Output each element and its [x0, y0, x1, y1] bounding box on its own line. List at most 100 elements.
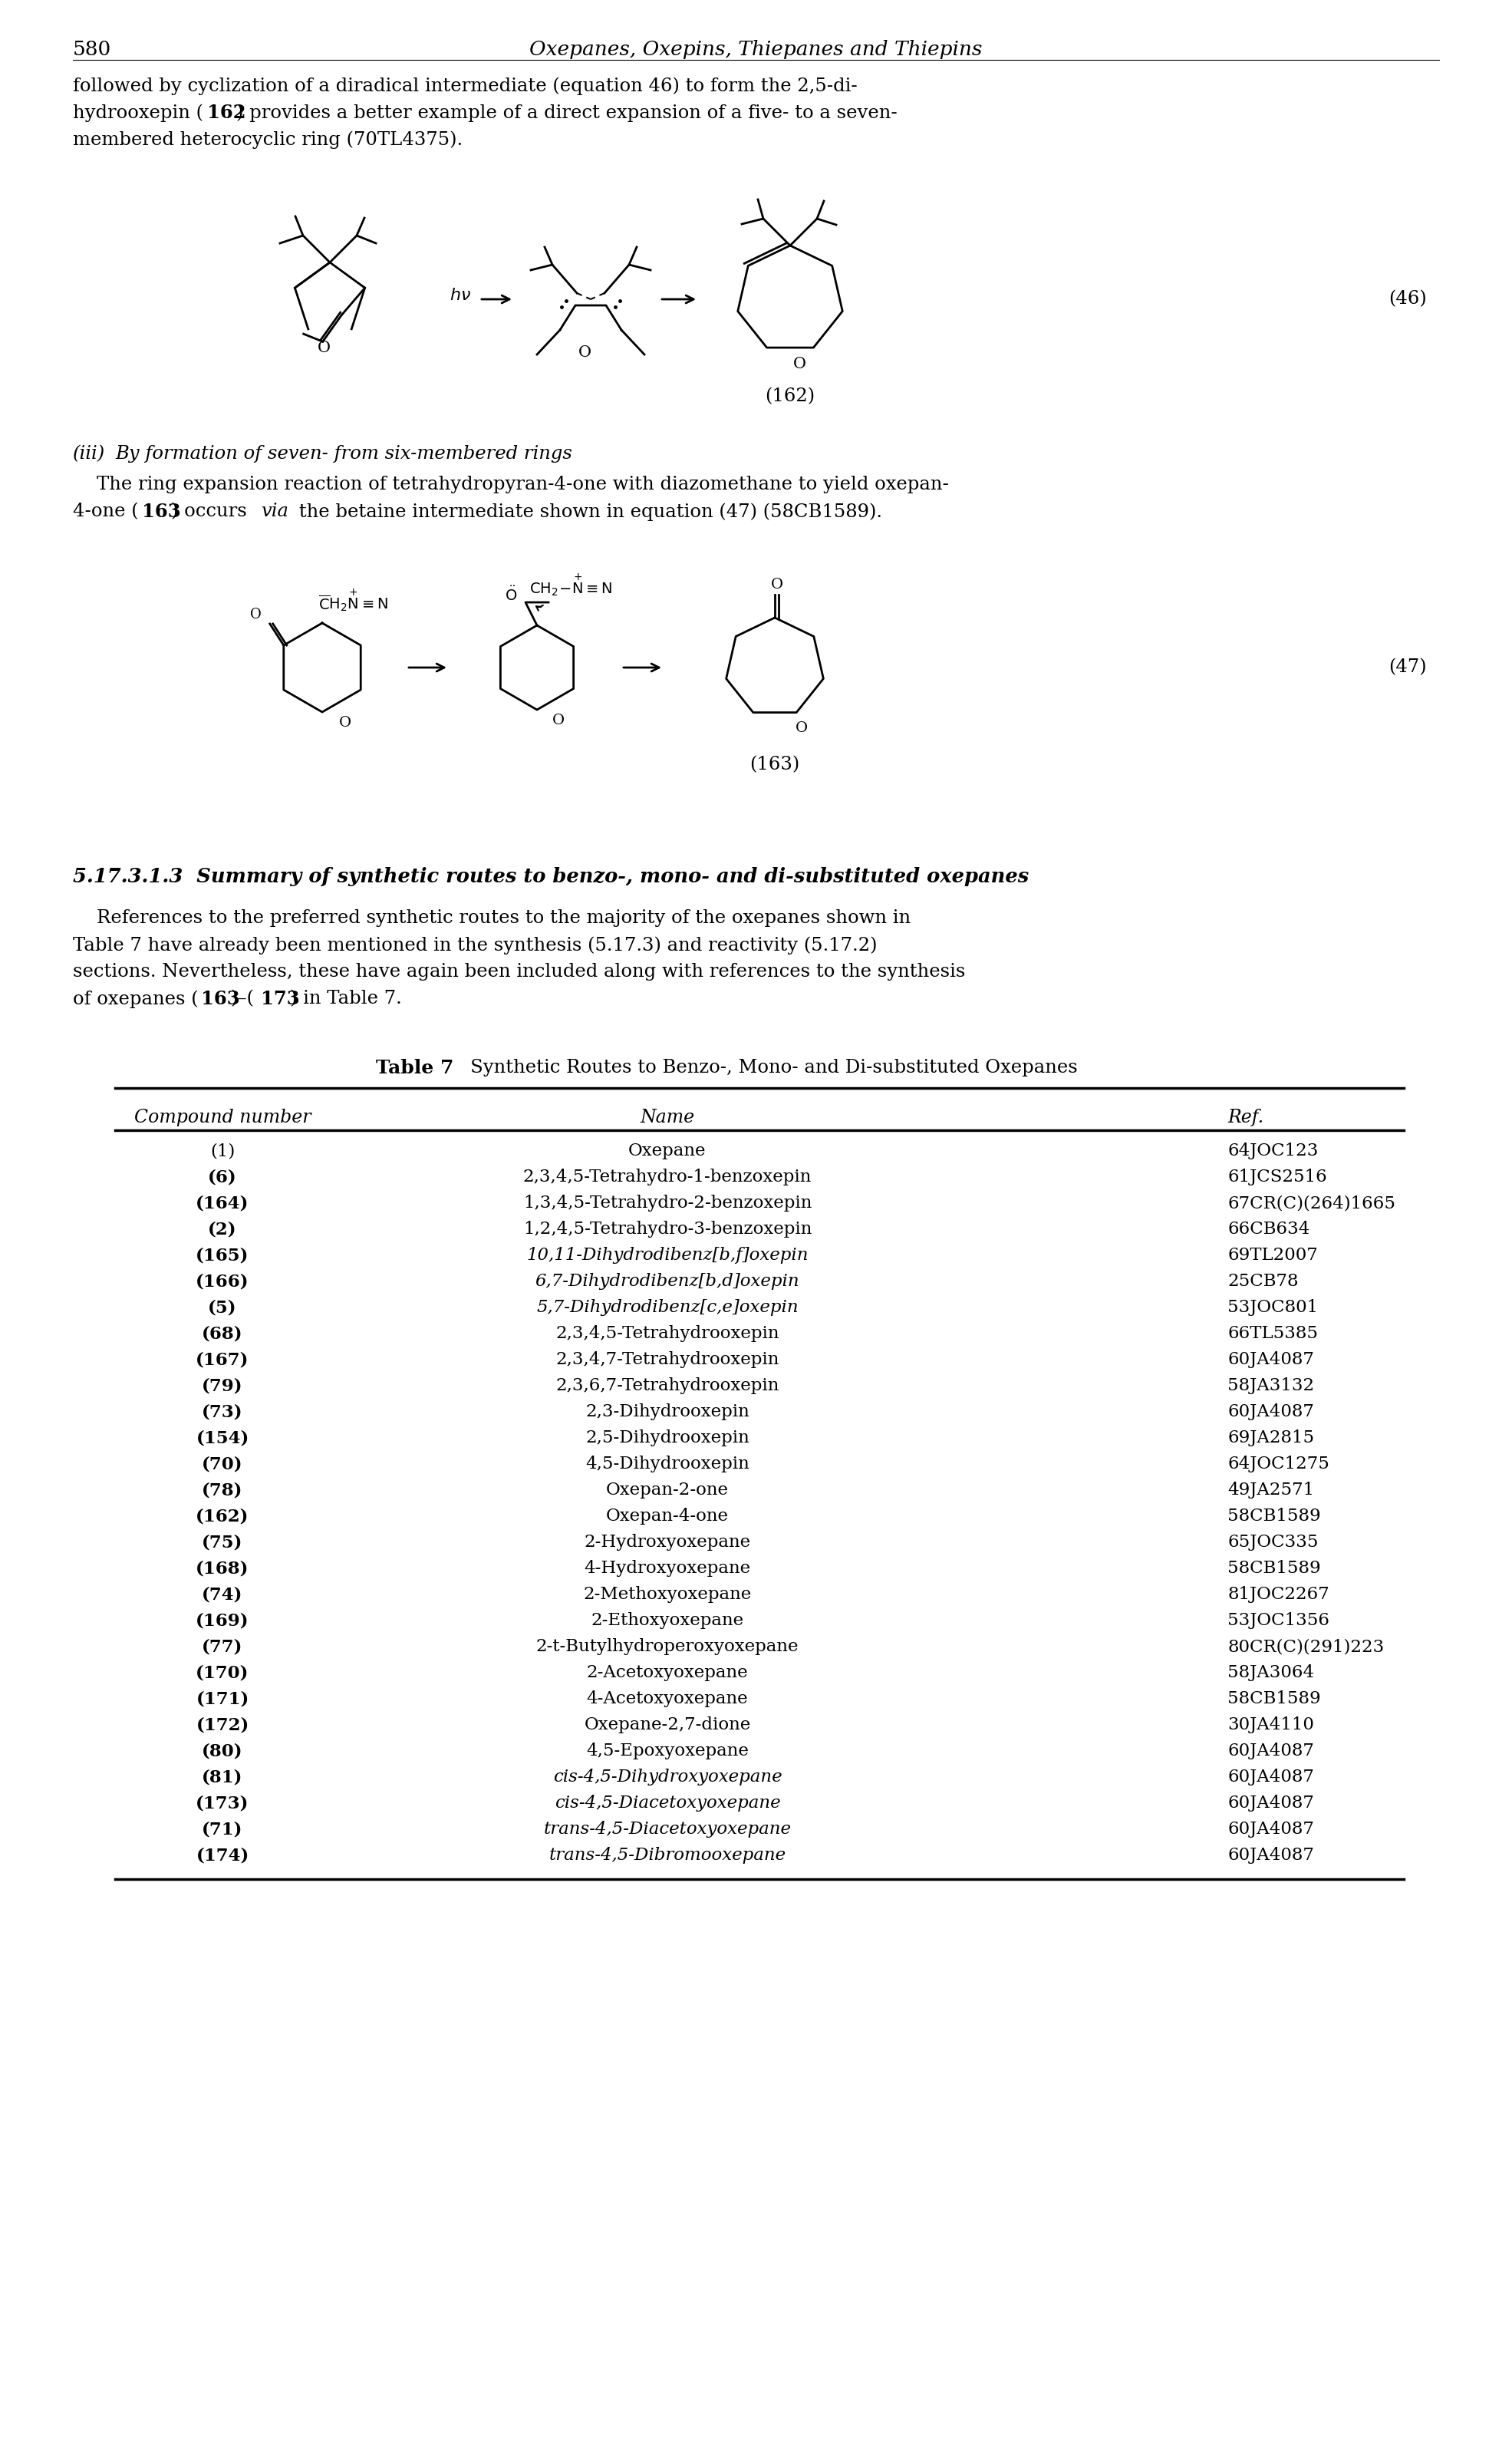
Text: 60JA4087: 60JA4087: [1228, 1352, 1314, 1369]
Text: Oxepan-2-one: Oxepan-2-one: [606, 1481, 729, 1498]
Text: 580: 580: [73, 39, 112, 59]
Text: 10,11-Dihydrodibenz[b,f]oxepin: 10,11-Dihydrodibenz[b,f]oxepin: [526, 1247, 809, 1264]
Text: 81JOC2267: 81JOC2267: [1228, 1586, 1329, 1603]
Text: 163: 163: [142, 503, 181, 522]
Text: (2): (2): [209, 1220, 237, 1237]
Text: 2,3,4,5-Tetrahydrooxepin: 2,3,4,5-Tetrahydrooxepin: [555, 1325, 779, 1342]
Text: O: O: [578, 346, 591, 359]
Text: 4-Hydroxyoxepane: 4-Hydroxyoxepane: [584, 1559, 750, 1576]
Text: 2,3,4,7-Tetrahydrooxepin: 2,3,4,7-Tetrahydrooxepin: [555, 1352, 779, 1369]
Text: 2,3-Dihydrooxepin: 2,3-Dihydrooxepin: [585, 1403, 750, 1420]
Text: (165): (165): [197, 1247, 249, 1264]
Text: O: O: [251, 608, 262, 622]
Text: trans-4,5-Dibromooxepane: trans-4,5-Dibromooxepane: [549, 1847, 786, 1864]
Text: 162: 162: [207, 102, 246, 122]
Text: (47): (47): [1390, 659, 1427, 676]
Text: 60JA4087: 60JA4087: [1228, 1796, 1314, 1810]
Text: 60JA4087: 60JA4087: [1228, 1742, 1314, 1759]
Text: Synthetic Routes to Benzo-, Mono- and Di-substituted Oxepanes: Synthetic Routes to Benzo-, Mono- and Di…: [452, 1059, 1078, 1076]
Text: O: O: [771, 578, 783, 590]
Text: O: O: [339, 715, 351, 730]
Text: 173: 173: [262, 991, 299, 1008]
Text: (80): (80): [203, 1742, 243, 1759]
Text: 53JOC1356: 53JOC1356: [1228, 1613, 1329, 1630]
Text: (162): (162): [197, 1508, 249, 1525]
Text: 60JA4087: 60JA4087: [1228, 1403, 1314, 1420]
Text: 5,7-Dihydrodibenz[c,e]oxepin: 5,7-Dihydrodibenz[c,e]oxepin: [537, 1298, 798, 1315]
Text: (173): (173): [197, 1796, 249, 1810]
Text: 2-Hydroxyoxepane: 2-Hydroxyoxepane: [584, 1535, 750, 1552]
Text: 4-Acetoxyoxepane: 4-Acetoxyoxepane: [587, 1691, 748, 1708]
Text: cis-4,5-Dihydroxyoxepane: cis-4,5-Dihydroxyoxepane: [553, 1769, 782, 1786]
Text: $\mathrm{\ddot{O}}$: $\mathrm{\ddot{O}}$: [505, 586, 517, 603]
Text: (164): (164): [197, 1196, 249, 1213]
Text: 61JCS2516: 61JCS2516: [1228, 1169, 1328, 1186]
Text: 58JA3064: 58JA3064: [1228, 1664, 1314, 1681]
Text: Oxepanes, Oxepins, Thiepanes and Thiepins: Oxepanes, Oxepins, Thiepanes and Thiepin…: [529, 39, 983, 59]
Text: 4,5-Dihydrooxepin: 4,5-Dihydrooxepin: [585, 1457, 750, 1471]
Text: (174): (174): [197, 1847, 249, 1864]
Text: (162): (162): [765, 388, 815, 405]
Text: (68): (68): [203, 1325, 243, 1342]
Text: 4-one (: 4-one (: [73, 503, 139, 520]
Text: 2-Methoxyoxepane: 2-Methoxyoxepane: [584, 1586, 751, 1603]
Text: hydrooxepin (: hydrooxepin (: [73, 102, 203, 122]
Text: Table 7: Table 7: [376, 1059, 454, 1078]
Text: (172): (172): [197, 1715, 249, 1732]
Text: 30JA4110: 30JA4110: [1228, 1715, 1314, 1732]
Text: 67CR(C)(264)1665: 67CR(C)(264)1665: [1228, 1196, 1396, 1213]
Text: 25CB78: 25CB78: [1228, 1274, 1299, 1291]
Text: )–(: )–(: [230, 991, 254, 1008]
Text: 80CR(C)(291)223: 80CR(C)(291)223: [1228, 1637, 1383, 1654]
Text: (6): (6): [209, 1169, 237, 1186]
Text: 60JA4087: 60JA4087: [1228, 1820, 1314, 1837]
Text: (73): (73): [203, 1403, 243, 1420]
Text: 4,5-Epoxyoxepane: 4,5-Epoxyoxepane: [587, 1742, 748, 1759]
Text: O: O: [318, 342, 330, 356]
Text: 2-Acetoxyoxepane: 2-Acetoxyoxepane: [587, 1664, 748, 1681]
Text: Compound number: Compound number: [135, 1108, 311, 1127]
Text: 60JA4087: 60JA4087: [1228, 1847, 1314, 1864]
Text: 64JOC1275: 64JOC1275: [1228, 1457, 1329, 1471]
Text: (46): (46): [1388, 290, 1427, 307]
Text: O: O: [795, 722, 807, 734]
Text: 6,7-Dihydrodibenz[b,d]oxepin: 6,7-Dihydrodibenz[b,d]oxepin: [535, 1274, 800, 1291]
Text: $\mathrm{CH_2\!-\!\overset{+}{N}{\equiv}N}$: $\mathrm{CH_2\!-\!\overset{+}{N}{\equiv}…: [529, 571, 612, 598]
Text: (iii): (iii): [73, 444, 106, 464]
Text: (78): (78): [203, 1481, 243, 1498]
Text: 69JA2815: 69JA2815: [1228, 1430, 1314, 1447]
Text: (75): (75): [203, 1535, 243, 1552]
Text: (163): (163): [750, 756, 800, 773]
Text: 2-t-Butylhydroperoxyoxepane: 2-t-Butylhydroperoxyoxepane: [537, 1637, 798, 1654]
Text: 5.17.3.1.3  Summary of synthetic routes to benzo-, mono- and di-substituted oxep: 5.17.3.1.3 Summary of synthetic routes t…: [73, 866, 1028, 886]
Text: 2,3,6,7-Tetrahydrooxepin: 2,3,6,7-Tetrahydrooxepin: [555, 1376, 779, 1393]
Text: 66TL5385: 66TL5385: [1228, 1325, 1318, 1342]
Text: O: O: [552, 712, 564, 727]
Text: (81): (81): [203, 1769, 243, 1786]
Text: via: via: [262, 503, 289, 520]
Text: 2,3,4,5-Tetrahydro-1-benzoxepin: 2,3,4,5-Tetrahydro-1-benzoxepin: [523, 1169, 812, 1186]
Text: $h\nu$: $h\nu$: [449, 288, 472, 305]
Text: 65JOC335: 65JOC335: [1228, 1535, 1318, 1552]
Text: Oxepane-2,7-dione: Oxepane-2,7-dione: [584, 1715, 751, 1732]
Text: References to the preferred synthetic routes to the majority of the oxepanes sho: References to the preferred synthetic ro…: [73, 910, 910, 927]
Text: 64JOC123: 64JOC123: [1228, 1142, 1318, 1159]
Text: 58CB1589: 58CB1589: [1228, 1508, 1320, 1525]
Text: (171): (171): [197, 1691, 249, 1708]
Text: ) in Table 7.: ) in Table 7.: [290, 991, 402, 1008]
Text: ) provides a better example of a direct expansion of a five- to a seven-: ) provides a better example of a direct …: [236, 102, 897, 122]
Text: O: O: [792, 356, 806, 371]
Text: (170): (170): [197, 1664, 249, 1681]
Text: (70): (70): [203, 1457, 243, 1471]
Text: 58CB1589: 58CB1589: [1228, 1691, 1320, 1708]
Text: 2-Ethoxyoxepane: 2-Ethoxyoxepane: [591, 1613, 744, 1630]
Text: (169): (169): [197, 1613, 249, 1630]
Text: 60JA4087: 60JA4087: [1228, 1769, 1314, 1786]
Text: 49JA2571: 49JA2571: [1228, 1481, 1314, 1498]
Text: of oxepanes (: of oxepanes (: [73, 991, 198, 1008]
Text: (74): (74): [203, 1586, 243, 1603]
Text: followed by cyclization of a diradical intermediate (equation 46) to form the 2,: followed by cyclization of a diradical i…: [73, 76, 857, 95]
Text: cis-4,5-Diacetoxyoxepane: cis-4,5-Diacetoxyoxepane: [555, 1796, 780, 1810]
Text: 1,3,4,5-Tetrahydro-2-benzoxepin: 1,3,4,5-Tetrahydro-2-benzoxepin: [523, 1196, 812, 1213]
Text: (79): (79): [203, 1376, 243, 1393]
